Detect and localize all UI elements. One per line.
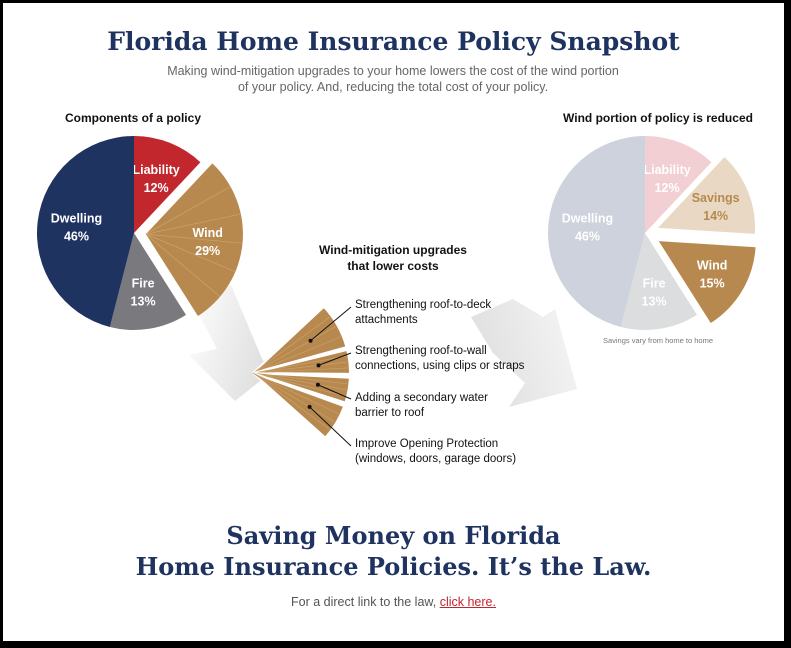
leader-line xyxy=(309,406,352,447)
upgrade-item-4-line-1: Improve Opening Protection xyxy=(355,438,499,450)
upgrade-item-4: Improve Opening Protection (windows, doo… xyxy=(355,437,516,467)
bottom-headline-line-1: Saving Money on Florida xyxy=(226,521,561,550)
slice-texture-line xyxy=(145,213,241,235)
upgrade-item-1-line-1: Strengthening roof-to-deck xyxy=(355,299,492,311)
law-line: For a direct link to the law, click here… xyxy=(3,595,784,609)
slice-label-liability: Liability xyxy=(132,163,179,177)
slice-value-liability: 12% xyxy=(655,181,680,195)
upgrade-wedge-4 xyxy=(252,372,346,440)
slice-value-wind: 29% xyxy=(195,244,220,258)
chart-title-wind-reduced: Wind portion of policy is reduced xyxy=(563,111,753,125)
wedge-texture-line xyxy=(252,372,339,415)
infographic: Liability 12% Wind 29% Fire 13% Dwelling 46% Li… xyxy=(3,3,784,641)
wedge-texture-line xyxy=(252,372,335,423)
upgrade-item-3-line-1: Adding a secondary water xyxy=(355,392,488,404)
wedge-texture-line xyxy=(252,367,348,374)
law-link[interactable]: click here. xyxy=(439,595,496,609)
slice-label-dwelling: Dwelling xyxy=(562,212,613,226)
pie-slice-fire xyxy=(109,233,186,330)
upgrades-title: Wind-mitigation upgrades that lower cost… xyxy=(293,242,493,274)
pie-slice-liability xyxy=(645,136,712,233)
subtitle-line-1: Making wind-mitigation upgrades to your … xyxy=(167,64,619,78)
leader-line xyxy=(310,306,352,342)
upgrade-item-1: Strengthening roof-to-deck attachments xyxy=(355,298,491,328)
upgrade-wedge-2 xyxy=(252,348,351,375)
page-subtitle: Making wind-mitigation upgrades to your … xyxy=(143,63,643,95)
slice-texture-line xyxy=(145,233,243,244)
bottom-headline: Saving Money on Florida Home Insurance P… xyxy=(3,520,784,582)
slice-label-savings: Savings xyxy=(692,191,740,205)
pie-slice-liability xyxy=(134,136,201,233)
pie-slice-dwelling xyxy=(36,136,134,327)
page-title: Florida Home Insurance Policy Snapshot xyxy=(107,27,680,56)
upgrade-item-1-line-2: attachments xyxy=(355,314,418,326)
subtitle-line-2: of your policy. And, reducing the total … xyxy=(237,80,549,94)
wedge-texture-line xyxy=(252,372,347,391)
slice-label-wind: Wind xyxy=(697,259,727,273)
slice-label-dwelling: Dwelling xyxy=(51,212,102,226)
upgrade-wedge-1 xyxy=(252,305,348,374)
bottom-headline-line-2: Home Insurance Policies. It’s the Law. xyxy=(135,552,652,581)
leader-line xyxy=(317,384,352,400)
slice-value-fire: 13% xyxy=(642,294,667,308)
upgrades-title-line-1: Wind-mitigation upgrades xyxy=(319,243,467,257)
pie-slice-dwelling xyxy=(547,136,645,327)
slice-value-dwelling: 46% xyxy=(64,230,89,244)
pie-slice-wind xyxy=(658,241,756,324)
upgrade-item-2-line-2: connections, using clips or straps xyxy=(355,360,525,372)
slice-value-savings: 14% xyxy=(703,209,728,223)
upgrade-item-3-line-2: barrier to roof xyxy=(355,407,425,419)
chart-canvas: Liability 12% Wind 29% Fire 13% Dwelling 46% Li… xyxy=(36,136,756,447)
law-text: For a direct link to the law, xyxy=(291,595,440,609)
savings-note: Savings vary from home to home xyxy=(602,336,714,345)
pie-slice-wind xyxy=(145,163,243,317)
slice-label-fire: Fire xyxy=(132,276,155,290)
pie-slice-fire xyxy=(620,233,697,330)
arrow-right xyxy=(471,299,577,407)
wedge-texture-line xyxy=(252,361,348,374)
slice-value-fire: 13% xyxy=(131,294,156,308)
slice-texture-line xyxy=(145,186,231,235)
slice-value-wind: 15% xyxy=(700,277,725,291)
upgrade-item-2-line-1: Strengthening roof-to-wall xyxy=(355,345,487,357)
pie-chart-wind-reduced: Liability 12% Savings 14% Wind 15% Fire 13% Dwel… xyxy=(547,136,756,330)
slice-label-wind: Wind xyxy=(192,226,222,240)
upgrade-item-3: Adding a secondary water barrier to roof xyxy=(355,391,488,421)
wedge-texture-line xyxy=(252,336,341,374)
upgrade-item-4-line-2: (windows, doors, garage doors) xyxy=(355,453,517,465)
upgrade-wedge-3 xyxy=(252,372,351,404)
leader-line xyxy=(318,352,352,366)
slice-texture-line xyxy=(145,233,221,298)
slice-value-dwelling: 46% xyxy=(575,230,600,244)
slice-label-fire: Fire xyxy=(643,276,666,290)
slice-texture-line xyxy=(145,233,236,273)
upgrade-item-2: Strengthening roof-to-wall connections, … xyxy=(355,344,524,374)
slice-label-liability: Liability xyxy=(643,163,690,177)
slice-value-liability: 12% xyxy=(144,181,169,195)
wedge-texture-line xyxy=(252,326,337,374)
wedge-texture-line xyxy=(252,372,348,385)
wedge-texture-line xyxy=(252,372,330,430)
chart-title-components: Components of a policy xyxy=(64,111,201,125)
wedge-texture-line xyxy=(252,355,347,374)
wedge-texture-line xyxy=(252,316,330,374)
upgrades-title-line-2: that lower costs xyxy=(347,259,439,273)
upgrades-fan xyxy=(252,305,352,447)
pie-slice-savings xyxy=(658,157,756,234)
pie-chart-components: Liability 12% Wind 29% Fire 13% Dwelling 46% xyxy=(36,136,243,330)
wedge-texture-line xyxy=(252,372,346,397)
